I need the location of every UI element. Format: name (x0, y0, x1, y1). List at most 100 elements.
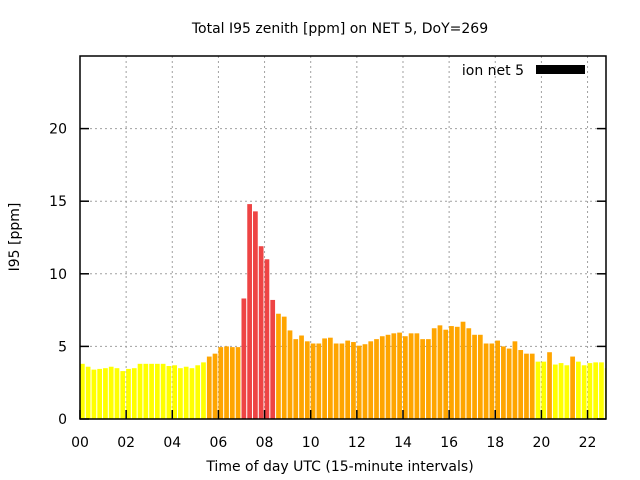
bar (172, 365, 178, 419)
bar (97, 368, 103, 419)
bar (108, 366, 114, 419)
bar (587, 363, 593, 419)
bar (599, 362, 604, 419)
ticks: 0 5 10 15 20 00 02 04 06 08 10 12 14 16 18 20 22 (49, 122, 606, 451)
legend-label: ion net 5 (462, 63, 524, 79)
bar (351, 342, 356, 419)
bar (212, 353, 218, 419)
bar (489, 343, 495, 419)
bar (322, 338, 327, 419)
bar (247, 204, 252, 419)
y-tick-label: 0 (58, 412, 67, 428)
bar (431, 328, 437, 419)
x-tick-label: 00 (71, 435, 89, 451)
bar (581, 365, 587, 419)
x-axis-label: Time of day UTC (15-minute intervals) (205, 459, 473, 475)
bar (541, 361, 547, 419)
bar (206, 356, 212, 419)
bar (281, 316, 287, 419)
bar (328, 337, 333, 419)
x-tick-label: 06 (210, 435, 228, 451)
bar (420, 339, 426, 419)
bar (218, 347, 224, 419)
bar (454, 326, 460, 419)
bar (149, 363, 154, 419)
y-axis-label: I95 [ppm] (7, 203, 23, 272)
y-tick-label: 10 (49, 267, 67, 283)
bar (183, 366, 189, 419)
bar (178, 368, 183, 419)
bar (241, 298, 247, 419)
bar (166, 366, 172, 419)
grid (80, 56, 606, 419)
bar (310, 343, 316, 419)
bars (80, 204, 606, 419)
bar (570, 356, 575, 419)
bar (564, 365, 570, 419)
x-tick-label: 02 (117, 435, 135, 451)
bar (299, 335, 304, 419)
y-tick-label: 20 (49, 122, 67, 138)
bar (195, 365, 201, 419)
bar (593, 362, 599, 419)
bar (80, 363, 85, 419)
bar (160, 363, 166, 419)
bar (287, 330, 293, 419)
bar (201, 362, 206, 419)
bar (126, 368, 131, 419)
bar (304, 341, 310, 419)
bar (333, 343, 339, 419)
bar (368, 341, 374, 419)
bar (547, 352, 552, 419)
y-tick-label: 15 (49, 194, 67, 210)
bar (414, 333, 420, 419)
bar (501, 346, 506, 419)
bar (379, 336, 385, 419)
bar (270, 299, 276, 419)
bar (512, 341, 518, 419)
bar (316, 343, 322, 419)
bar (385, 334, 391, 419)
bar (120, 371, 126, 419)
bar (552, 364, 558, 419)
bar (131, 368, 137, 419)
bar (466, 328, 472, 419)
bar (506, 348, 512, 419)
bar (529, 353, 535, 419)
bar (524, 353, 529, 419)
bar (408, 333, 414, 419)
bar (114, 368, 120, 419)
legend-swatch (536, 65, 585, 74)
bar (426, 339, 431, 419)
bar (264, 259, 270, 419)
bar (103, 368, 108, 419)
bar (276, 313, 281, 419)
x-tick-label: 12 (348, 435, 366, 451)
bar (229, 347, 235, 419)
bar (137, 363, 143, 419)
bar (85, 366, 91, 419)
bar (495, 340, 500, 419)
bar (293, 339, 299, 419)
bar (443, 329, 449, 419)
bar (253, 211, 258, 419)
bar (143, 363, 149, 419)
bar (189, 368, 195, 419)
legend: ion net 5 (462, 63, 585, 79)
bar (477, 334, 483, 419)
y-tick-label: 5 (58, 339, 67, 355)
bar (558, 363, 564, 419)
bar (518, 350, 524, 419)
bar (402, 336, 408, 419)
bar (437, 325, 443, 419)
bar (91, 369, 97, 419)
bar (362, 344, 368, 419)
bar (576, 361, 581, 419)
bar (472, 334, 477, 419)
x-tick-label: 08 (256, 435, 274, 451)
x-tick-label: 20 (532, 435, 550, 451)
bar (535, 361, 541, 419)
x-tick-label: 16 (440, 435, 458, 451)
bar (460, 321, 466, 419)
